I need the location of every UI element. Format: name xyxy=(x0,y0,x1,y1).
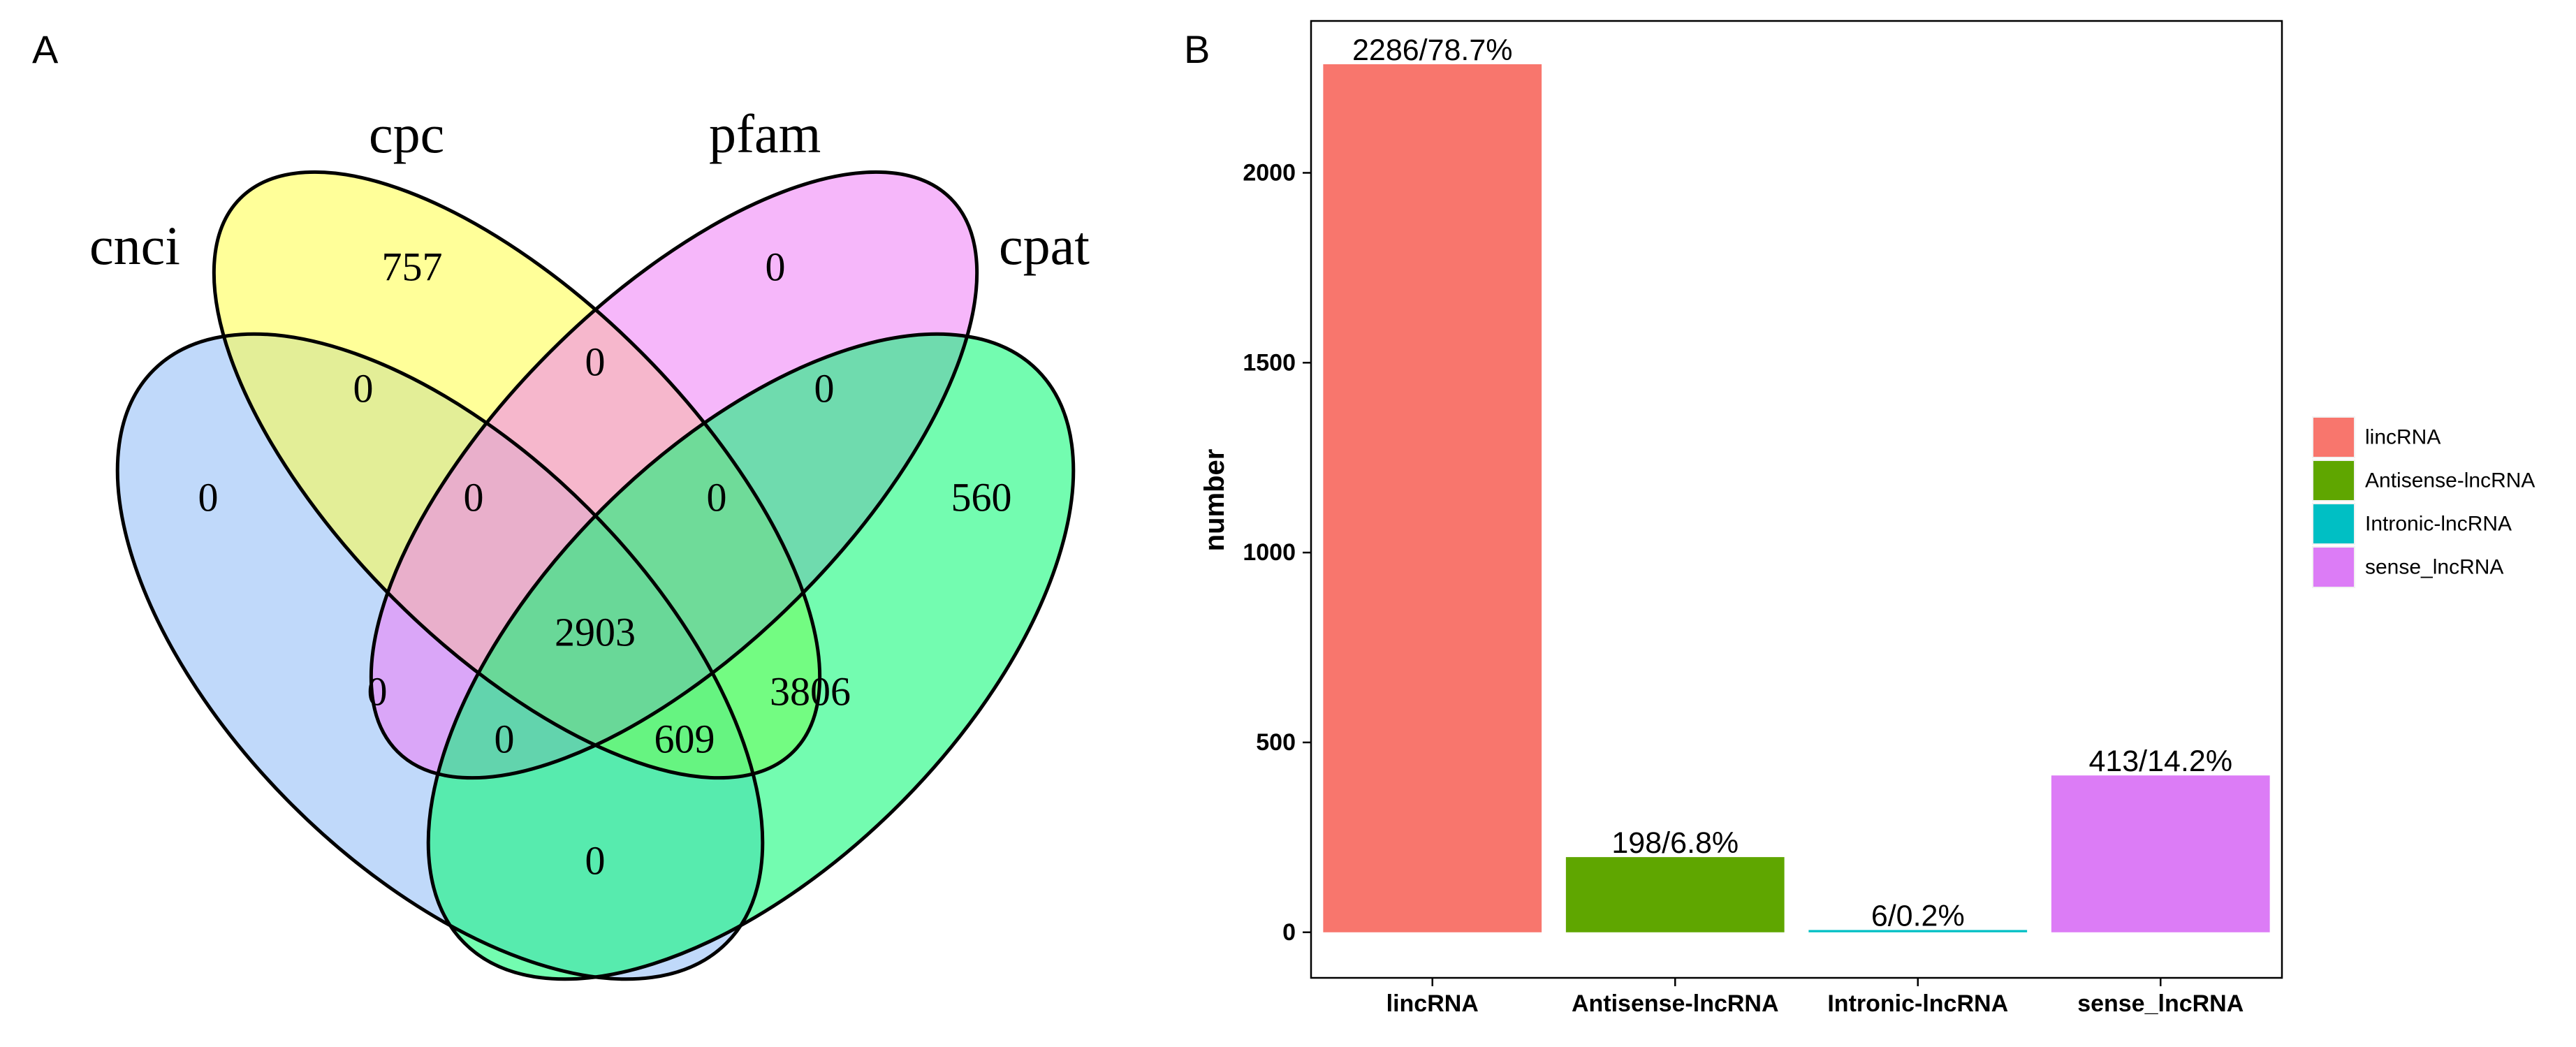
count-cpc-only: 757 xyxy=(382,244,443,290)
y-tick-label: 500 xyxy=(1256,729,1296,756)
count-cnci-only: 0 xyxy=(198,475,219,520)
outline-cpat xyxy=(426,332,1076,981)
set-label-cnci: cnci xyxy=(89,215,180,276)
y-axis-title: number xyxy=(1199,449,1230,552)
count-cnci-cpc: 0 xyxy=(353,366,374,411)
count-cnci-cpc-pfam: 0 xyxy=(464,475,484,520)
legend-label-sense_lncRNA: sense_lncRNA xyxy=(2365,556,2503,579)
count-pfam-only: 0 xyxy=(766,244,786,290)
venn-outlines xyxy=(115,170,1076,981)
y-tick-label: 1000 xyxy=(1243,539,1296,566)
bar-label-sense_lncRNA: 413/14.2% xyxy=(2088,745,2232,778)
y-tick-label: 2000 xyxy=(1243,159,1296,186)
count-all-four: 2903 xyxy=(555,610,636,655)
bar-label-Antisense-lncRNA: 198/6.8% xyxy=(1611,826,1739,860)
set-label-cpat: cpat xyxy=(999,215,1090,276)
panel-label-b: B xyxy=(1184,27,1210,71)
legend-label-Antisense-lncRNA: Antisense-lncRNA xyxy=(2365,469,2535,492)
legend-label-lincRNA: lincRNA xyxy=(2365,426,2440,449)
legend-swatch-Intronic-lncRNA xyxy=(2313,504,2354,543)
x-tick-label-Intronic-lncRNA: Intronic-lncRNA xyxy=(1827,990,2008,1017)
x-tick-label-sense_lncRNA: sense_lncRNA xyxy=(2077,990,2244,1017)
legend-swatch-sense_lncRNA xyxy=(2313,548,2354,587)
bar-Intronic-lncRNA xyxy=(1808,930,2028,932)
count-cpc-pfam: 0 xyxy=(585,339,606,385)
count-cnci-pfam-cpat: 0 xyxy=(495,717,515,762)
count-cnci-cpc-cpat: 609 xyxy=(654,717,715,762)
bars xyxy=(1323,64,2270,932)
legend-swatch-lincRNA xyxy=(2313,418,2354,457)
outline-pfam xyxy=(369,170,979,780)
y-tick-label: 0 xyxy=(1282,919,1296,946)
x-axis-ticks: lincRNA Antisense-lncRNA Intronic-lncRNA se… xyxy=(1386,978,2244,1017)
count-cpc-cpat: 3806 xyxy=(770,669,851,715)
bar-label-lincRNA: 2286/78.7% xyxy=(1352,34,1513,67)
bar-lincRNA xyxy=(1323,64,1542,932)
bar-chart: number 0 500 1000 1500 2000 2286/78.7% 198/6.… xyxy=(1199,20,2283,1017)
outline-cpc xyxy=(212,170,822,780)
count-cnci-cpat: 0 xyxy=(585,838,606,884)
bar-label-Intronic-lncRNA: 6/0.2% xyxy=(1871,900,1965,933)
set-label-cpc: cpc xyxy=(369,103,444,164)
plot-panel-border xyxy=(1310,20,2283,979)
venn-diagram: cnci cpc pfam cpat 0 757 0 560 0 0 0 0 0… xyxy=(89,103,1090,981)
legend-swatch-Antisense-lncRNA xyxy=(2313,461,2354,500)
legend-label-Intronic-lncRNA: Intronic-lncRNA xyxy=(2365,513,2512,536)
y-axis-ticks: 0 500 1000 1500 2000 xyxy=(1243,159,1311,946)
outline-cnci xyxy=(115,332,765,981)
bar-sense_lncRNA xyxy=(2051,775,2270,932)
bar-Antisense-lncRNA xyxy=(1565,857,1785,932)
count-pfam-cpat: 0 xyxy=(814,366,835,411)
bar-data-labels: 2286/78.7% 198/6.8% 6/0.2% 413/14.2% xyxy=(1352,34,2232,933)
set-ellipse-cpat xyxy=(428,334,1074,979)
x-tick-label-lincRNA: lincRNA xyxy=(1386,990,1479,1017)
count-cnci-pfam: 0 xyxy=(367,669,388,715)
set-label-pfam: pfam xyxy=(709,103,821,164)
panel-label-a: A xyxy=(32,27,59,71)
count-cpc-pfam-cpat: 0 xyxy=(707,475,727,520)
count-cpat-only: 560 xyxy=(951,475,1012,520)
y-tick-label: 1500 xyxy=(1243,349,1296,376)
x-tick-label-Antisense-lncRNA: Antisense-lncRNA xyxy=(1572,990,1779,1017)
legend: lincRNA Antisense-lncRNA Intronic-lncRNA se… xyxy=(2312,416,2535,588)
